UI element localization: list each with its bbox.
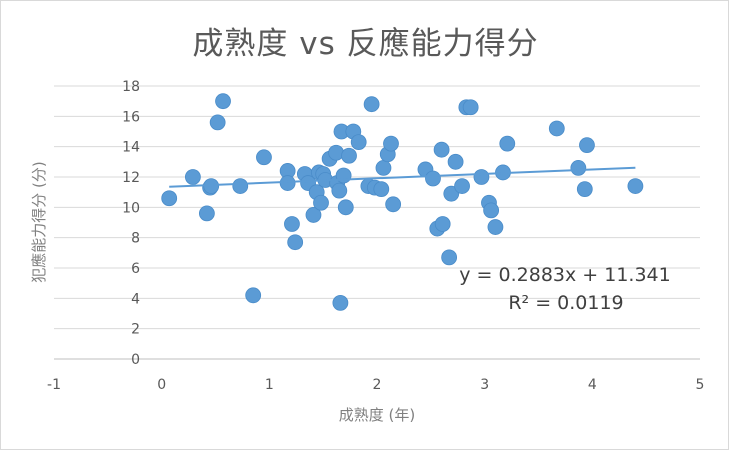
data-point	[287, 234, 304, 251]
chart-title: 成熟度 vs 反應能力得分	[192, 26, 539, 62]
data-point	[328, 144, 344, 161]
data-point	[627, 178, 644, 195]
data-point	[161, 190, 178, 207]
data-point	[434, 216, 451, 232]
data-point	[363, 96, 380, 113]
y-tick-label: 16	[122, 109, 140, 125]
data-point	[570, 159, 587, 176]
data-point	[462, 99, 479, 116]
data-point	[331, 182, 348, 199]
x-tick-label: 1	[265, 377, 274, 393]
data-point	[473, 169, 490, 185]
data-point	[425, 170, 441, 187]
trendline-layer	[169, 166, 636, 188]
data-point	[198, 205, 215, 222]
y-tick-label: 6	[131, 261, 140, 277]
trendline	[169, 166, 636, 188]
y-tick-label: 0	[131, 352, 140, 368]
data-point	[375, 159, 392, 176]
y-tick-label: 12	[122, 170, 140, 186]
x-tick-label: 5	[696, 377, 705, 393]
data-point	[350, 134, 367, 151]
x-tick-label: 0	[157, 377, 166, 393]
data-point	[305, 207, 322, 223]
data-point	[184, 169, 201, 185]
data-point	[441, 249, 458, 266]
data-point	[373, 181, 390, 198]
data-point	[548, 120, 565, 137]
data-point	[383, 135, 399, 152]
y-axis-title: 犯應能力得分 (分)	[30, 161, 48, 282]
data-point	[487, 219, 504, 235]
data-point	[284, 216, 300, 232]
data-point	[232, 178, 249, 195]
trendline-equation: y = 0.2883x + 11.341	[459, 264, 670, 286]
data-point	[443, 185, 460, 202]
data-point	[245, 287, 262, 304]
x-axis-title: 成熟度 (年)	[339, 406, 415, 424]
y-tick-label: 8	[131, 231, 140, 247]
data-point	[313, 194, 329, 211]
data-point	[215, 93, 231, 110]
y-tick-label: 18	[122, 79, 140, 95]
data-point	[576, 181, 593, 198]
data-point	[447, 153, 464, 170]
data-point	[483, 202, 500, 219]
data-point	[433, 141, 450, 158]
x-tick-label: 3	[480, 377, 489, 393]
data-point	[332, 294, 349, 311]
data-point	[454, 178, 470, 195]
y-tick-label: 4	[131, 291, 140, 307]
data-point	[579, 137, 595, 154]
y-tick-label: 10	[122, 200, 140, 216]
y-tick-label: 2	[131, 322, 140, 338]
data-point	[337, 199, 354, 216]
data-point	[256, 149, 272, 166]
y-tick-label: 14	[122, 140, 140, 156]
x-tick-label: 2	[373, 377, 382, 393]
data-point	[385, 196, 402, 213]
grid-lines	[54, 85, 700, 360]
x-tick-label: 4	[588, 377, 597, 393]
x-tick-label: -1	[47, 377, 61, 393]
data-points	[161, 93, 644, 311]
data-point	[341, 147, 357, 164]
data-point	[209, 114, 226, 131]
trendline-r-squared: R² = 0.0119	[508, 292, 623, 314]
data-point	[499, 135, 516, 152]
